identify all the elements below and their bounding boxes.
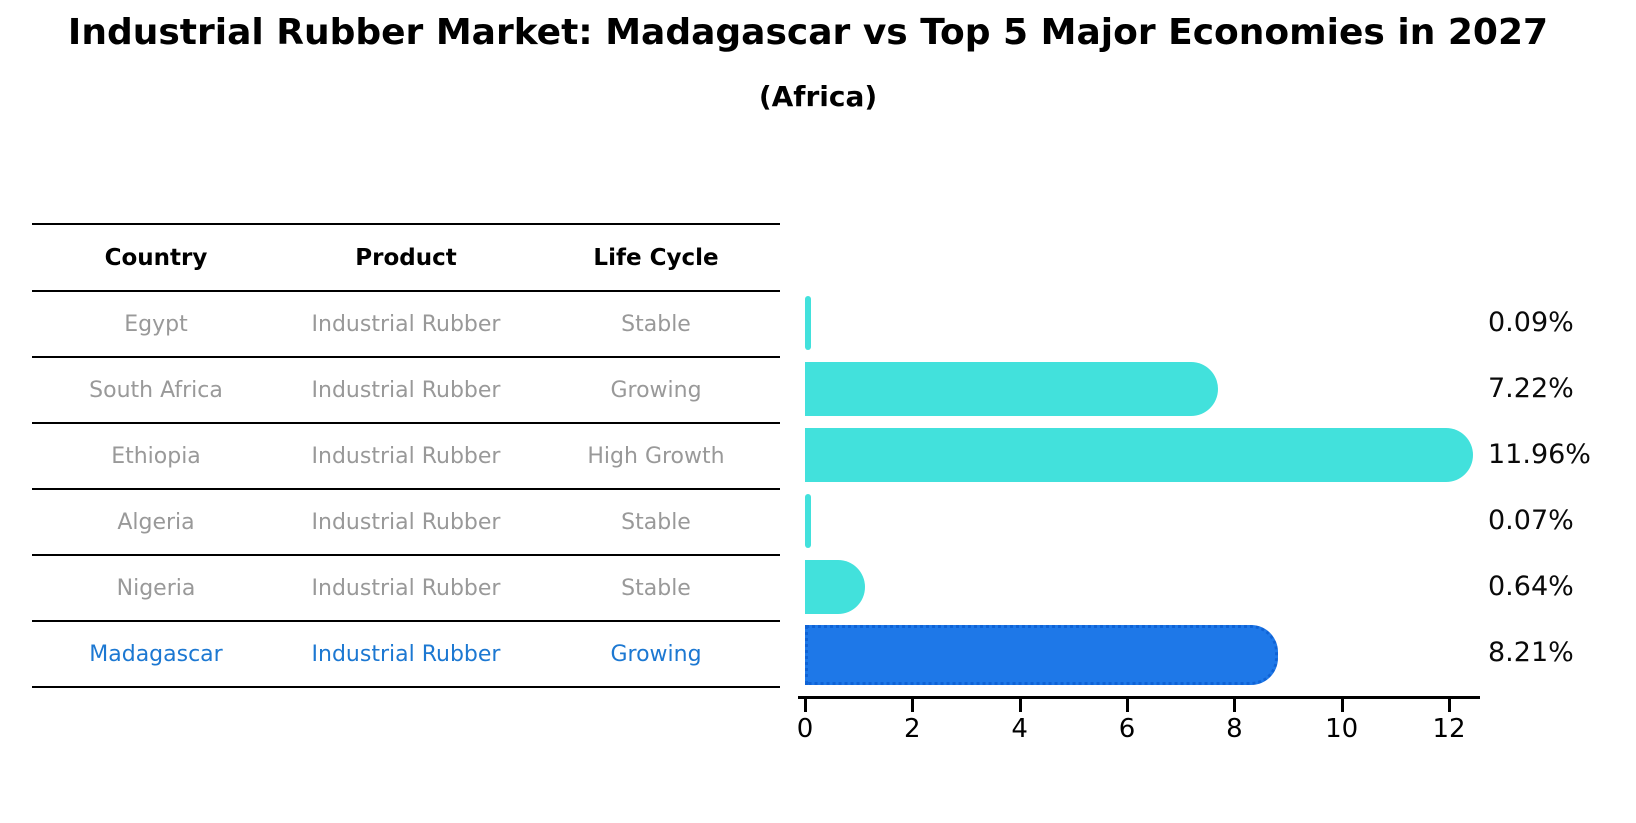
x-ticklabel-8: 8 (1226, 714, 1243, 744)
cell-product: Industrial Rubber (311, 311, 501, 337)
cell-country: Nigeria (116, 575, 196, 601)
x-ticklabel-10: 10 (1325, 714, 1359, 744)
cell-product: Industrial Rubber (311, 509, 501, 535)
cell-life_cycle: Stable (621, 575, 691, 601)
cell-country: Ethiopia (111, 443, 201, 469)
cell-country: Egypt (124, 311, 188, 337)
x-ticklabel-12: 12 (1432, 714, 1466, 744)
bar-algeria (805, 494, 811, 548)
table-row-egypt: Egypt Industrial Rubber Stable (32, 292, 780, 358)
x-tick-4 (1018, 699, 1022, 712)
column-header-product: Product (355, 244, 457, 271)
x-tick-12 (1448, 699, 1452, 712)
cell-life_cycle: Growing (610, 641, 702, 667)
table-row-south-africa: South Africa Industrial Rubber Growing (32, 358, 780, 424)
bar-nigeria (805, 560, 866, 614)
cell-life_cycle: High Growth (587, 443, 725, 469)
bar-madagascar (805, 625, 1278, 685)
chart-title: Industrial Rubber Market: Madagascar vs … (67, 12, 1549, 53)
value-label-south-africa: 7.22% (1488, 373, 1574, 404)
x-tick-10 (1340, 699, 1344, 712)
cell-life_cycle: Stable (621, 311, 691, 337)
cell-product: Industrial Rubber (311, 575, 501, 601)
cell-country: Madagascar (89, 641, 223, 667)
cell-product: Industrial Rubber (311, 377, 501, 403)
column-header-life-cycle: Life Cycle (593, 244, 719, 271)
x-tick-2 (911, 699, 915, 712)
x-ticklabel-6: 6 (1118, 714, 1136, 744)
chart-subtitle: (Africa) (758, 80, 878, 113)
value-label-madagascar: 8.21% (1488, 637, 1574, 668)
value-label-nigeria: 0.64% (1488, 571, 1574, 602)
cell-country: South Africa (89, 377, 223, 403)
x-ticklabel-2: 2 (904, 714, 921, 744)
table-row-madagascar: Madagascar Industrial Rubber Growing (32, 622, 780, 688)
value-label-egypt: 0.09% (1488, 307, 1574, 338)
x-tick-6 (1126, 699, 1130, 712)
cell-life_cycle: Stable (621, 509, 691, 535)
x-tick-8 (1233, 699, 1237, 712)
bar-egypt (805, 296, 811, 350)
table-header-row: Country Product Life Cycle (32, 225, 780, 292)
cell-product: Industrial Rubber (311, 443, 501, 469)
column-header-country: Country (104, 244, 208, 271)
x-ticklabel-0: 0 (796, 714, 814, 744)
bar-ethiopia (805, 428, 1473, 482)
value-label-algeria: 0.07% (1488, 505, 1574, 536)
cell-country: Algeria (117, 509, 195, 535)
bar-south-africa (805, 362, 1219, 416)
cell-product: Industrial Rubber (311, 641, 501, 667)
value-label-ethiopia: 11.96% (1488, 439, 1591, 470)
x-ticklabel-4: 4 (1011, 714, 1028, 744)
table-row-ethiopia: Ethiopia Industrial Rubber High Growth (32, 424, 780, 490)
table-row-algeria: Algeria Industrial Rubber Stable (32, 490, 780, 556)
cell-life_cycle: Growing (610, 377, 702, 403)
table-row-nigeria: Nigeria Industrial Rubber Stable (32, 556, 780, 622)
country-table: Country Product Life Cycle Egypt Industri… (32, 223, 780, 688)
x-tick-0 (804, 699, 807, 712)
x-axis-line (798, 696, 1480, 699)
